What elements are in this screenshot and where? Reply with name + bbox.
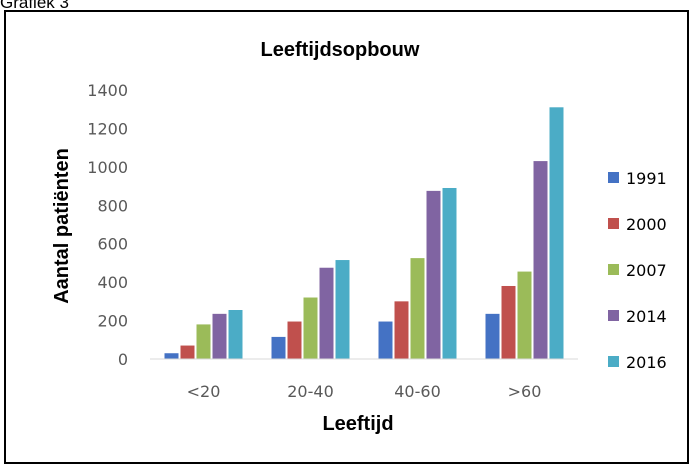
figure-caption: Grafiek 3	[0, 0, 69, 12]
chart-title: Leeftijdsopbouw	[261, 39, 420, 61]
bar-2016	[442, 187, 457, 359]
legend-swatch	[608, 356, 619, 367]
x-tick-label: 40-60	[394, 382, 441, 401]
bar-2007	[517, 271, 532, 359]
y-tick-label: 1400	[87, 81, 128, 100]
y-axis-title: Aantal patiënten	[51, 148, 73, 304]
bar-1991	[485, 313, 500, 359]
legend-swatch	[608, 172, 619, 183]
x-axis-title: Leeftijd	[322, 413, 393, 435]
x-tick-label: <20	[187, 382, 221, 401]
bar-2014	[533, 161, 548, 359]
legend-label: 2000	[626, 215, 667, 234]
bar-2014	[212, 313, 227, 359]
bar-1991	[378, 321, 393, 359]
x-tick-label: 20-40	[287, 382, 334, 401]
bar-2007	[410, 258, 425, 359]
y-axis-ticks: 0 200 400 600 800 1000 1200 1400	[87, 81, 128, 369]
y-tick-label: 800	[97, 196, 128, 215]
legend-label: 2014	[626, 307, 667, 326]
chart-frame	[4, 10, 689, 464]
y-tick-label: 1000	[87, 158, 128, 177]
bars-group	[164, 107, 564, 360]
bar-2007	[303, 297, 318, 359]
y-tick-label: 1200	[87, 119, 128, 138]
bar-2000	[180, 345, 195, 359]
legend-swatch	[608, 264, 619, 275]
y-tick-label: 200	[97, 312, 128, 331]
y-tick-label: 400	[97, 273, 128, 292]
bar-2016	[335, 260, 350, 359]
x-axis-ticks: <20 20-40 40-60 >60	[187, 382, 542, 401]
bar-2000	[394, 301, 409, 359]
bar-2016	[228, 310, 243, 359]
y-tick-label: 600	[97, 235, 128, 254]
bar-2000	[287, 321, 302, 359]
bar-2014	[426, 190, 441, 359]
legend-label: 1991	[626, 169, 667, 188]
legend-swatch	[608, 310, 619, 321]
legend-swatch	[608, 218, 619, 229]
bar-2007	[196, 324, 211, 359]
legend: 1991 2000 2007 2014 2016	[608, 169, 667, 372]
x-tick-label: >60	[508, 382, 542, 401]
bar-1991	[164, 353, 179, 359]
legend-label: 2007	[626, 261, 667, 280]
bar-2014	[319, 267, 334, 359]
legend-label: 2016	[626, 353, 667, 372]
y-tick-label: 0	[118, 350, 128, 369]
bar-2000	[501, 285, 516, 359]
bar-2016	[549, 107, 564, 360]
bar-1991	[271, 336, 286, 359]
